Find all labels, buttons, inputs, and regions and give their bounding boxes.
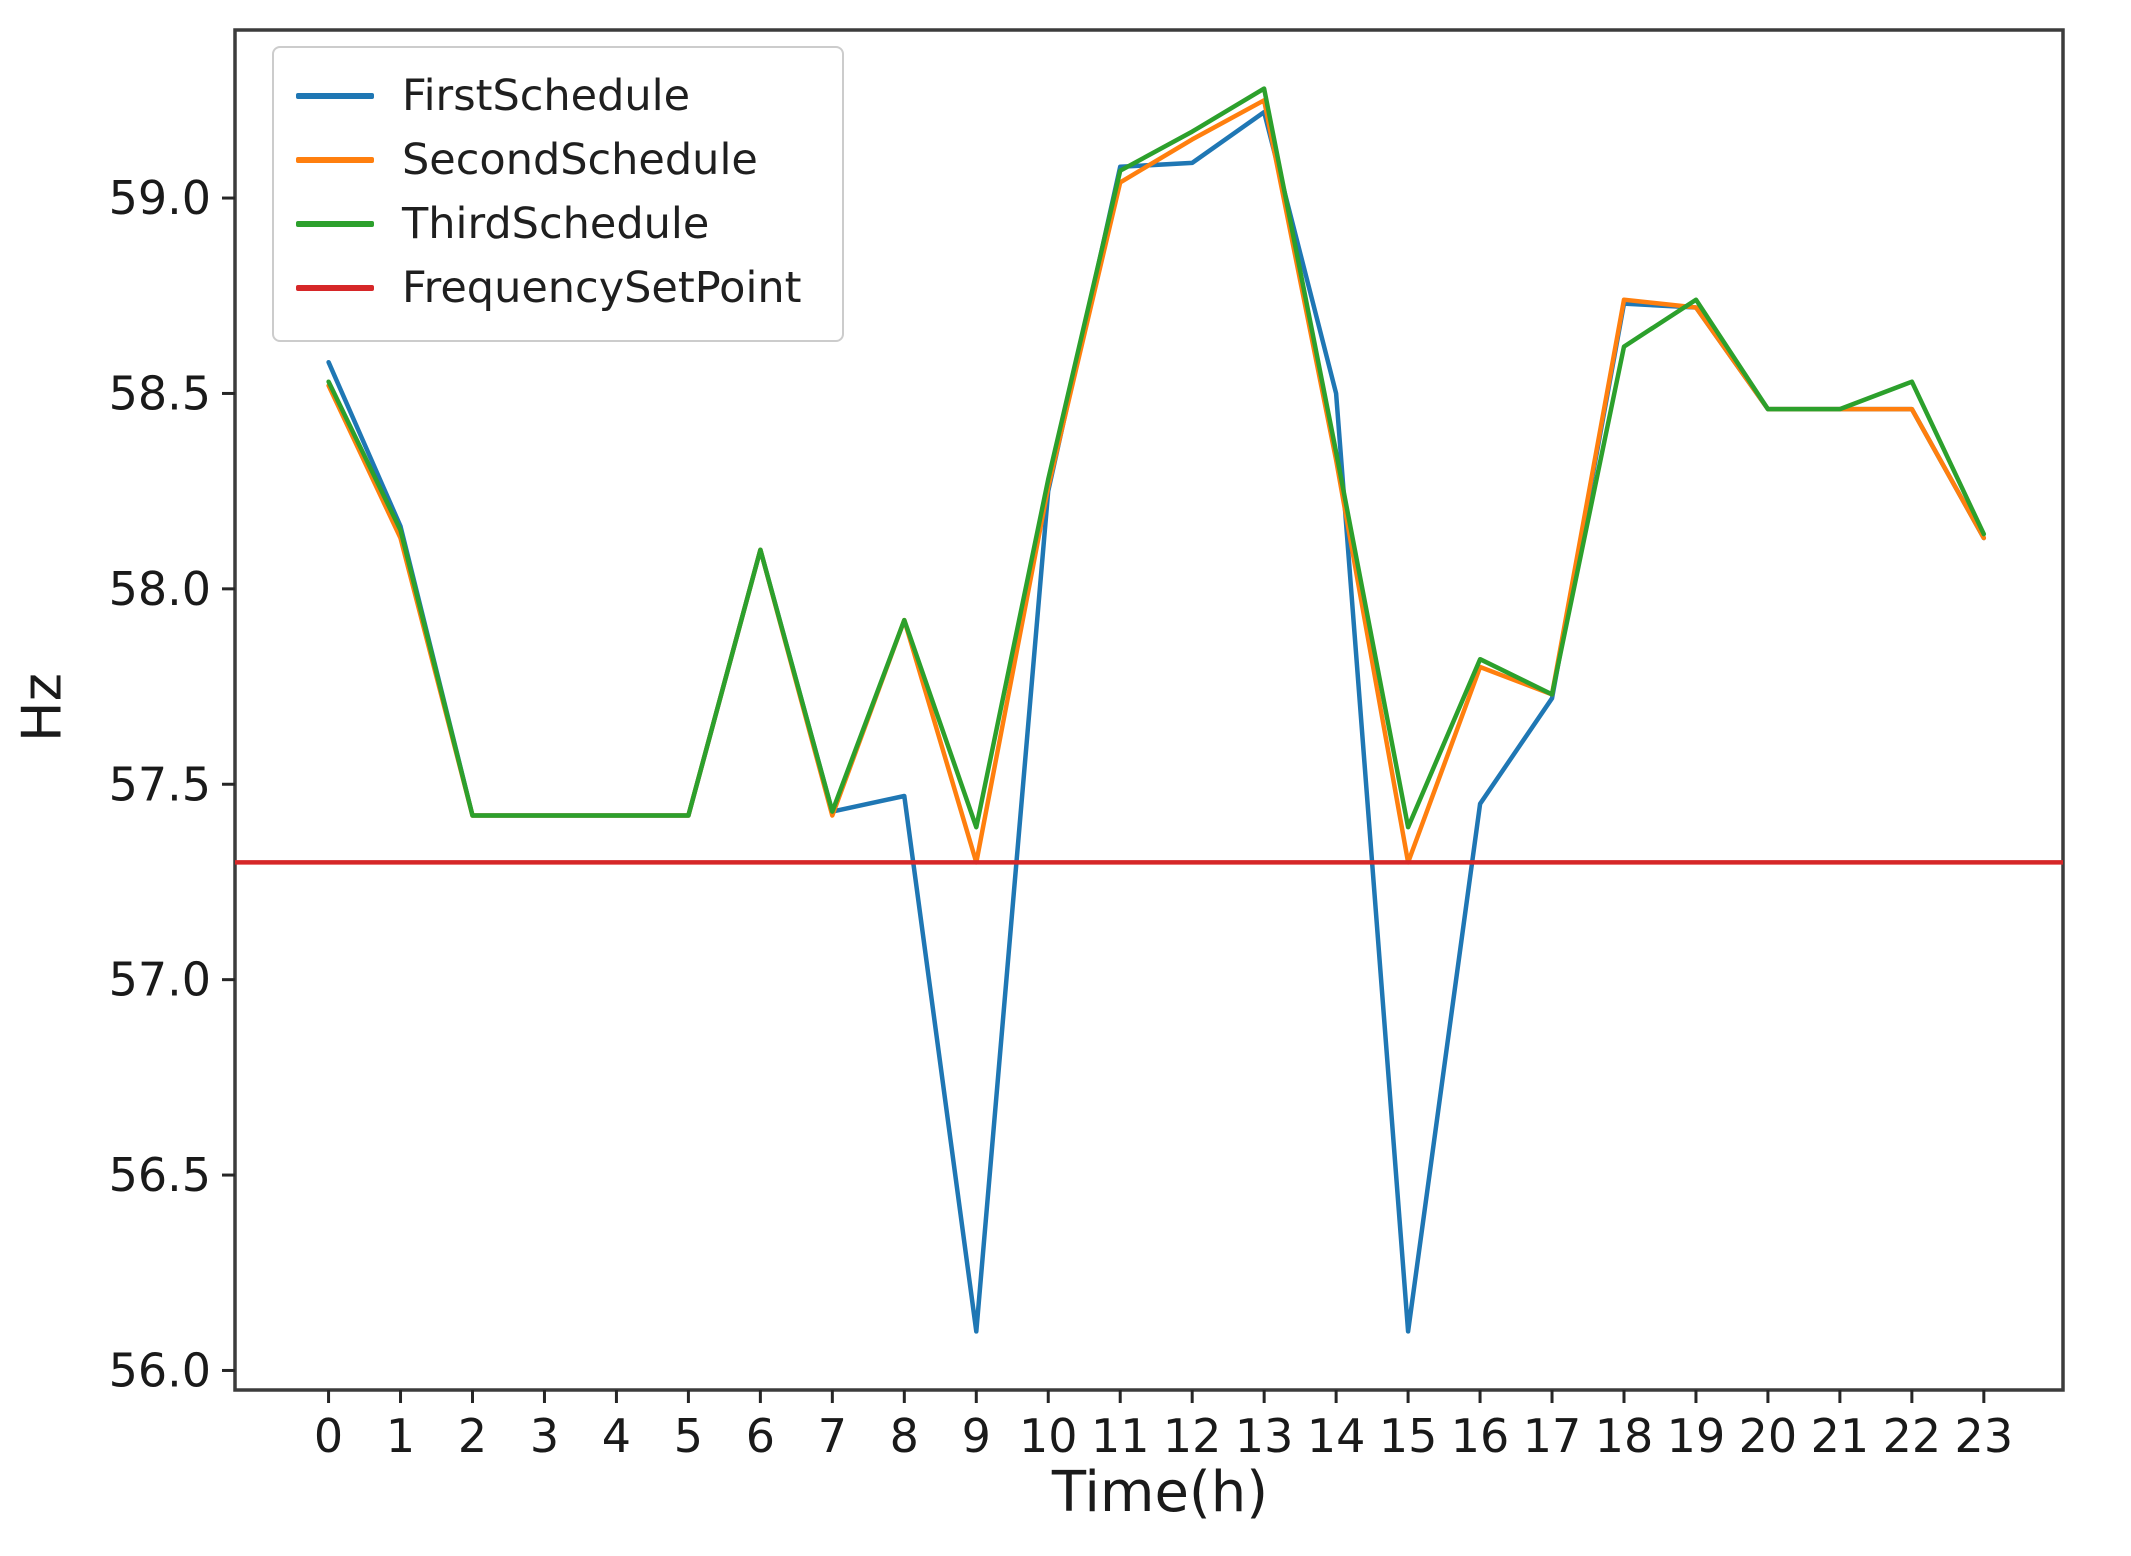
x-tick-label: 23 (1955, 1409, 2014, 1463)
legend-item-SecondSchedule: SecondSchedule (296, 128, 802, 192)
x-tick-label: 20 (1739, 1409, 1798, 1463)
x-tick-label: 3 (530, 1409, 559, 1463)
x-tick-label: 0 (314, 1409, 343, 1463)
x-tick-label: 9 (962, 1409, 991, 1463)
legend: FirstSchedule SecondSchedule ThirdSchedule… (272, 46, 844, 342)
legend-swatch-SecondSchedule (296, 157, 374, 163)
legend-item-FrequencySetPoint: FrequencySetPoint (296, 256, 802, 320)
legend-swatch-FrequencySetPoint (296, 285, 374, 291)
x-tick-label: 10 (1019, 1409, 1078, 1463)
x-tick-label: 21 (1811, 1409, 1870, 1463)
x-tick-label: 14 (1307, 1409, 1366, 1463)
x-axis-label: Time(h) (1051, 1460, 1269, 1525)
x-tick-label: 12 (1163, 1409, 1222, 1463)
x-tick-label: 7 (818, 1409, 847, 1463)
x-tick-label: 6 (746, 1409, 775, 1463)
legend-label: FrequencySetPoint (402, 263, 802, 313)
y-tick-label: 58.5 (109, 366, 211, 420)
y-tick-label: 56.0 (109, 1343, 211, 1397)
legend-item-FirstSchedule: FirstSchedule (296, 64, 802, 128)
x-tick-label: 2 (458, 1409, 487, 1463)
x-tick-label: 1 (386, 1409, 415, 1463)
plot-border (233, 28, 2065, 1392)
x-tick-label: 4 (602, 1409, 631, 1463)
legend-label: SecondSchedule (402, 135, 758, 185)
legend-item-ThirdSchedule: ThirdSchedule (296, 192, 802, 256)
legend-label: ThirdSchedule (402, 199, 710, 249)
x-tick-label: 15 (1379, 1409, 1438, 1463)
x-tick-label: 22 (1883, 1409, 1942, 1463)
x-tick-label: 11 (1091, 1409, 1150, 1463)
legend-swatch-FirstSchedule (296, 93, 374, 99)
x-tick-label: 16 (1451, 1409, 1510, 1463)
y-axis-label: Hz (10, 673, 74, 742)
x-tick-label: 13 (1235, 1409, 1294, 1463)
y-tick-label: 57.5 (109, 757, 211, 811)
x-tick-label: 8 (890, 1409, 919, 1463)
y-tick-label: 59.0 (109, 171, 211, 225)
x-tick-label: 17 (1523, 1409, 1582, 1463)
series-line-ThirdSchedule (326, 86, 1987, 830)
x-tick-label: 5 (674, 1409, 703, 1463)
x-tick-label: 18 (1595, 1409, 1654, 1463)
legend-label: FirstSchedule (402, 71, 691, 121)
legend-swatch-ThirdSchedule (296, 221, 374, 227)
y-tick-label: 58.0 (109, 562, 211, 616)
x-tick-label: 19 (1667, 1409, 1726, 1463)
y-tick-label: 56.5 (109, 1148, 211, 1202)
y-tick-label: 57.0 (109, 953, 211, 1007)
